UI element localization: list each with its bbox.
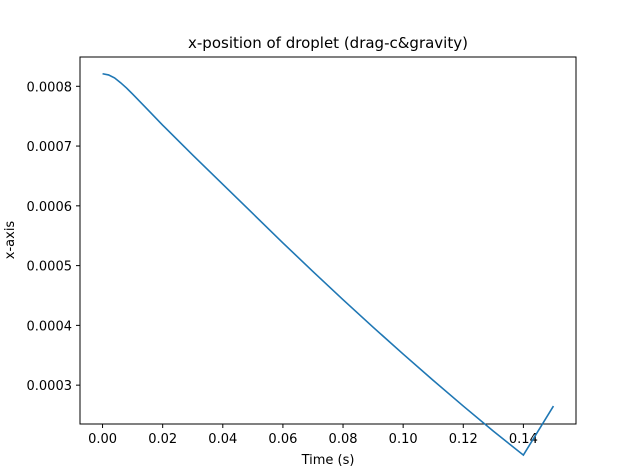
series-group [103, 74, 554, 455]
x-tick-label: 0.04 [208, 432, 237, 447]
y-tick-label: 0.0007 [27, 140, 73, 155]
y-tick-label: 0.0006 [27, 200, 73, 215]
x-tick-label: 0.12 [449, 432, 478, 447]
x-axis-label: Time (s) [301, 453, 355, 468]
x-tick-label: 0.08 [329, 432, 358, 447]
y-tick-label: 0.0005 [27, 260, 73, 275]
x-axis-ticks: 0.00 0.02 0.04 0.06 0.08 0.10 0.12 0.14 [88, 424, 538, 447]
y-axis-label: x-axis [3, 221, 18, 260]
plot-area-frame [80, 57, 576, 424]
y-tick-label: 0.0008 [27, 80, 73, 95]
chart-title: x-position of droplet (drag-c&gravity) [188, 34, 468, 52]
x-tick-label: 0.02 [148, 432, 177, 447]
x-tick-label: 0.00 [88, 432, 117, 447]
x-tick-label: 0.10 [389, 432, 418, 447]
x-tick-label: 0.06 [268, 432, 297, 447]
y-tick-label: 0.0003 [27, 379, 73, 394]
series-line-x-position [103, 74, 554, 455]
y-tick-label: 0.0004 [27, 319, 73, 334]
y-axis-ticks: 0.0003 0.0004 0.0005 0.0006 0.0007 0.0008 [27, 80, 81, 394]
